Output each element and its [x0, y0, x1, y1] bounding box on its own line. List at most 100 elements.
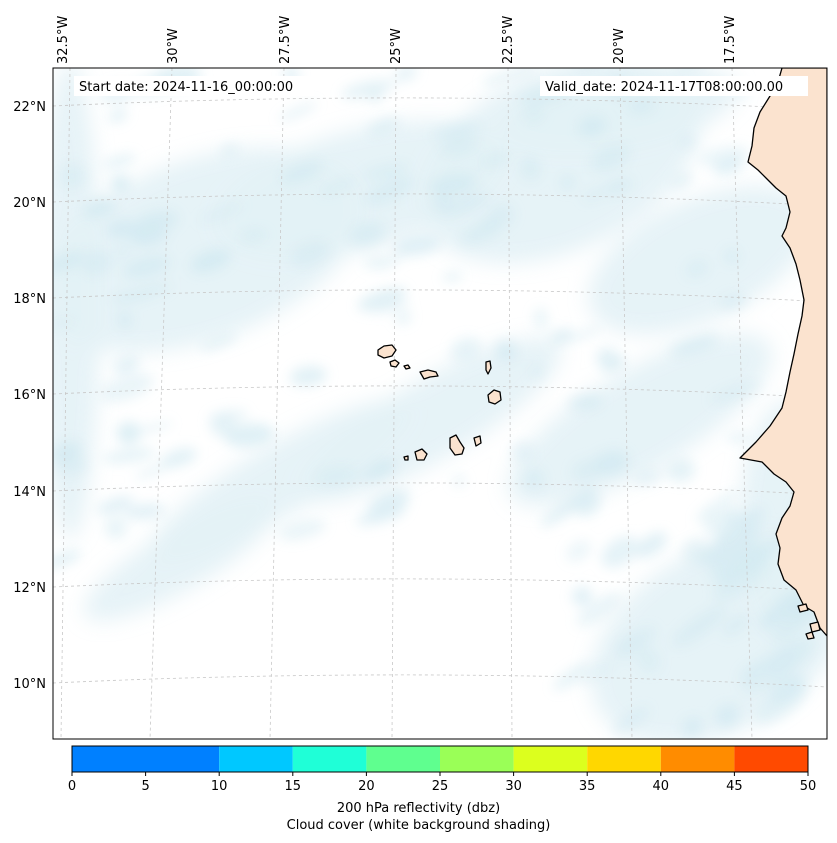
- cloud-patch: [80, 250, 113, 275]
- cloud-patch: [724, 249, 739, 263]
- colorbar-bin: [660, 746, 735, 772]
- island-sal: [485, 360, 492, 375]
- lat-label-10n: 10°N: [13, 677, 46, 692]
- cloud-patch: [357, 287, 407, 311]
- meridian-17-5w: [731, 68, 753, 739]
- longitude-labels: 32.5°W 30°W 27.5°W 25°W 22.5°W 20°W 17.5…: [56, 16, 738, 64]
- cloud-patch: [666, 458, 696, 483]
- cloud-patch: [553, 662, 591, 691]
- start-date-label: Start date: 2024-11-16_00:00:00: [79, 80, 293, 95]
- cloud-patch: [199, 203, 244, 223]
- cloud-patch: [341, 79, 396, 99]
- lon-label-30w: 30°W: [166, 28, 181, 64]
- cloud-patch: [115, 246, 130, 257]
- cloud-patch: [394, 312, 412, 324]
- cloud-patch: [482, 73, 512, 85]
- cloud-patch: [134, 462, 173, 479]
- cloud-patch: [103, 447, 156, 464]
- bijagos-island-3: [805, 631, 815, 640]
- colorbar-ticks: [71, 772, 809, 776]
- cloud-patch: [582, 188, 607, 201]
- cloud-patch: [637, 648, 660, 673]
- cloud-patch: [53, 319, 76, 329]
- cloud-patch: [566, 540, 591, 562]
- cloud-patch: [572, 459, 604, 482]
- colorbar-bin: [72, 746, 220, 772]
- parallel-10n: [53, 674, 827, 688]
- island-maio: [473, 435, 482, 447]
- cloud-patch: [680, 137, 694, 147]
- cloud-patch: [503, 68, 537, 78]
- west-africa-landmass: [739, 68, 827, 637]
- lat-label-18n: 18°N: [13, 292, 46, 307]
- colorbar-tick-label: 30: [505, 779, 522, 794]
- cloud-patch: [495, 340, 517, 361]
- colorbar-bin: [366, 746, 440, 772]
- colorbar-tick-label: 40: [652, 779, 670, 794]
- cloud-patch: [696, 523, 754, 564]
- cloud-patch: [574, 47, 605, 70]
- cloud-patch: [523, 105, 545, 123]
- bijagos-island-2: [809, 621, 821, 633]
- cloud-patch: [442, 193, 490, 216]
- land-layer: [377, 68, 827, 640]
- island-boa-vista: [487, 389, 502, 405]
- cloud-patch: [290, 241, 330, 267]
- cloud-patch: [565, 328, 601, 342]
- cloud-patch: [601, 536, 639, 568]
- cloud-patch: [429, 174, 477, 195]
- cloud-patch: [394, 68, 418, 82]
- cloud-patch: [480, 153, 511, 166]
- cloud-patch: [369, 302, 411, 313]
- cloud-patch: [113, 356, 139, 374]
- cloud-patch: [224, 423, 275, 448]
- cloud-patch: [362, 164, 409, 179]
- cloud-patch: [705, 527, 763, 569]
- cloud-patch: [670, 335, 719, 356]
- cloud-patch: [711, 382, 762, 403]
- lon-label-17-5w: 17.5°W: [723, 16, 738, 64]
- lon-label-25w: 25°W: [389, 28, 404, 64]
- cloud-patch: [511, 441, 534, 463]
- cloud-patch: [374, 256, 403, 269]
- cloud-patch: [460, 220, 504, 245]
- cloud-patch: [289, 366, 327, 387]
- colorbar-bin: [587, 746, 661, 772]
- cloud-patch: [715, 705, 739, 727]
- lon-label-22-5w: 22.5°W: [501, 16, 516, 64]
- cloud-patch: [615, 627, 656, 658]
- cloud-patch: [161, 447, 197, 468]
- latitude-labels: 22°N 20°N 18°N 16°N 14°N 12°N 10°N: [13, 100, 46, 692]
- cloud-patch: [560, 175, 575, 191]
- cloud-patch: [613, 707, 649, 734]
- cloud-patch: [111, 174, 130, 194]
- parallel-22n: [53, 97, 827, 111]
- lon-label-20w: 20°W: [612, 28, 627, 64]
- island-santo-antao: [377, 344, 397, 359]
- cloud-patch: [220, 144, 239, 155]
- cloud-patch: [627, 98, 655, 113]
- cloud-patch: [590, 144, 630, 172]
- cloud-patch: [315, 466, 360, 486]
- graticule: [53, 68, 827, 739]
- cloud-patch: [740, 660, 767, 681]
- parallel-16n: [53, 385, 827, 399]
- cloud-patch: [635, 532, 667, 558]
- valid-date-label: Valid_date: 2024-11-17T08:00:00.00: [545, 80, 783, 95]
- cloud-patch: [279, 519, 327, 541]
- cloud-patch: [720, 294, 747, 309]
- start-date-box: [74, 76, 314, 96]
- meridian-25w: [391, 68, 397, 739]
- cloud-patch: [100, 373, 154, 403]
- cloud-patch: [374, 459, 391, 475]
- cloud-patch: [368, 118, 400, 135]
- cloud-patch: [686, 260, 708, 277]
- cloud-patch: [53, 252, 83, 272]
- cloud-patch: [695, 491, 738, 522]
- cloud-patch: [368, 489, 410, 517]
- cloud-patch: [452, 474, 466, 487]
- cloud-patch: [550, 329, 574, 345]
- island-santa-luzia: [403, 364, 411, 370]
- cloud-patch: [278, 102, 318, 122]
